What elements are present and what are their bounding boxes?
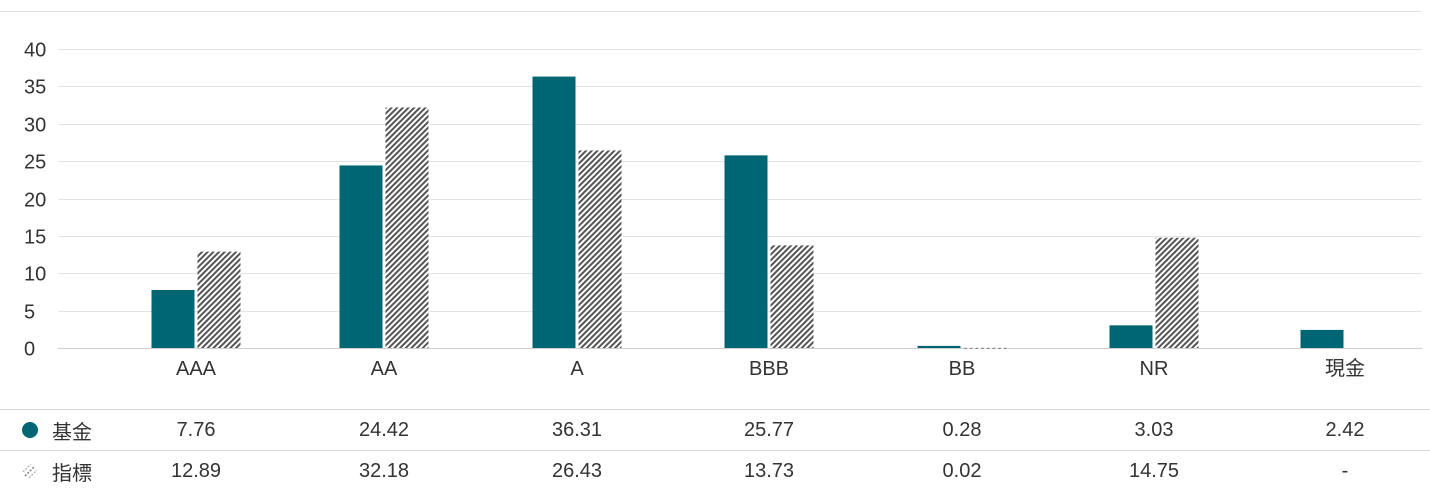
fund-value-bbb: 25.77 <box>743 419 795 441</box>
y-tick-label: 30 <box>24 115 46 137</box>
bar-index <box>770 245 814 348</box>
bar-index <box>197 251 241 348</box>
x-tick-label: BB <box>949 358 976 380</box>
bar-index <box>963 347 1007 349</box>
y-tick-label: 25 <box>24 152 46 174</box>
legend-index: 指標 <box>22 451 92 491</box>
index-value-cash: - <box>1341 460 1349 482</box>
bars <box>151 76 1344 349</box>
bar-fund <box>724 155 768 348</box>
data-table: 基金 7.76 24.42 36.31 25.77 0.28 3.03 2.42… <box>0 409 1430 491</box>
x-tick-label: BBB <box>749 358 789 380</box>
index-value-bbb: 13.73 <box>743 460 795 482</box>
index-value-aaa: 12.89 <box>170 460 222 482</box>
y-tick-label: 0 <box>24 339 35 361</box>
bar-fund <box>532 76 576 348</box>
index-value-a: 26.43 <box>551 460 603 482</box>
series-name-fund: 基金 <box>52 421 92 444</box>
y-tick-label: 35 <box>24 77 46 99</box>
bar-index <box>1155 237 1199 348</box>
x-tick-label: A <box>570 358 584 380</box>
series-name-index: 指標 <box>52 462 92 485</box>
bar-fund <box>339 165 383 348</box>
y-tick-label: 5 <box>24 302 35 324</box>
index-value-aa: 32.18 <box>358 460 410 482</box>
index-row: 指標 12.89 32.18 26.43 13.73 0.02 14.75 - <box>0 450 1430 491</box>
fund-value-cash: 2.42 <box>1325 419 1365 441</box>
index-value-nr: 14.75 <box>1128 460 1180 482</box>
y-axis-ticks: 0 5 10 15 20 25 30 35 40 <box>24 40 46 361</box>
y-tick-label: 15 <box>24 227 46 249</box>
index-value-bb: 0.02 <box>942 460 982 482</box>
x-tick-label: AAA <box>176 358 217 380</box>
fund-value-nr: 3.03 <box>1134 419 1174 441</box>
y-tick-label: 40 <box>24 40 46 62</box>
hatch-swatch-icon <box>22 463 38 479</box>
x-tick-label: 現金 <box>1325 357 1365 380</box>
fund-value-a: 36.31 <box>551 419 603 441</box>
x-axis-ticks: AAA AA A BBB BB NR 現金 <box>176 357 1365 380</box>
fund-value-aaa: 7.76 <box>176 419 216 441</box>
fund-row: 基金 7.76 24.42 36.31 25.77 0.28 3.03 2.42 <box>0 409 1430 450</box>
bar-fund <box>1109 325 1153 348</box>
bar-fund <box>1300 329 1344 348</box>
y-tick-label: 20 <box>24 190 46 212</box>
x-tick-label: NR <box>1140 358 1169 380</box>
fund-value-aa: 24.42 <box>358 419 410 441</box>
bar-index <box>578 150 622 348</box>
bar-index <box>385 107 429 348</box>
fund-value-bb: 0.28 <box>942 419 982 441</box>
legend-fund: 基金 <box>22 410 92 450</box>
fund-dot-icon <box>22 422 38 438</box>
y-tick-label: 10 <box>24 264 46 286</box>
x-tick-label: AA <box>371 358 398 380</box>
bar-fund <box>151 289 195 348</box>
bar-fund <box>917 345 961 348</box>
